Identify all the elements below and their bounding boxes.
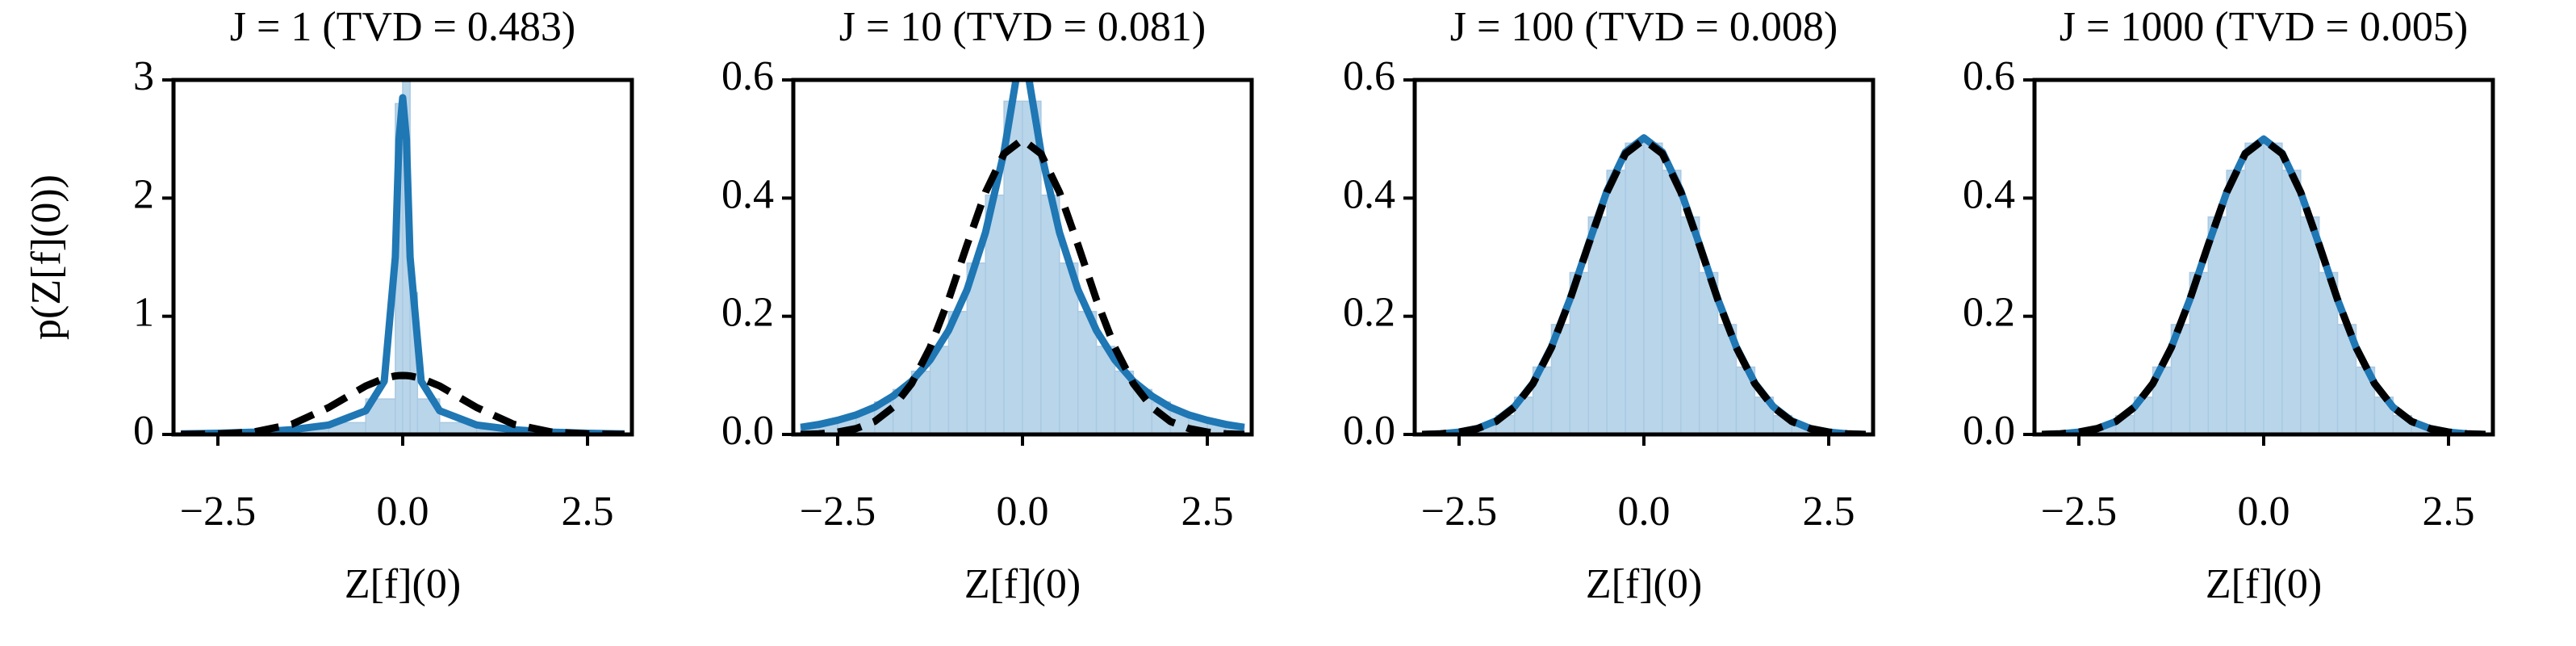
x-tick-label: −2.5 bbox=[2041, 489, 2117, 535]
reference-curve bbox=[1422, 136, 1866, 434]
x-axis-label: Z[f](0) bbox=[1586, 561, 1702, 607]
x-tick-label: −2.5 bbox=[180, 489, 256, 535]
x-tick-label: 0.0 bbox=[2238, 489, 2290, 535]
histogram-bar bbox=[2300, 216, 2320, 434]
histogram-bar bbox=[1680, 216, 1700, 434]
y-tick-label: 2 bbox=[133, 171, 154, 217]
y-axis-label: p(Z[f](0)) bbox=[23, 174, 69, 340]
x-tick-label: 0.0 bbox=[997, 489, 1049, 535]
x-tick-label: −2.5 bbox=[1421, 489, 1497, 535]
histogram-bar bbox=[1662, 170, 1682, 434]
histogram-bar bbox=[2244, 142, 2264, 434]
histogram-bar bbox=[1587, 216, 1608, 434]
histogram-bar bbox=[2207, 216, 2227, 434]
x-axis-label: Z[f](0) bbox=[2206, 561, 2322, 607]
histogram-bar bbox=[2281, 170, 2302, 434]
y-tick-label: 0.0 bbox=[721, 408, 774, 454]
plot-area bbox=[1421, 134, 1867, 434]
x-tick-label: −2.5 bbox=[800, 489, 876, 535]
x-tick-label: 2.5 bbox=[1803, 489, 1855, 535]
panel-title: J = 1 (TVD = 0.483) bbox=[230, 4, 575, 50]
panel-title: J = 10 (TVD = 0.081) bbox=[839, 4, 1206, 50]
y-tick-label: 0.2 bbox=[721, 290, 774, 336]
plot-area bbox=[2041, 135, 2486, 434]
y-tick-label: 0.2 bbox=[1343, 290, 1395, 336]
histogram-bar bbox=[1625, 142, 1645, 434]
x-tick-label: 2.5 bbox=[1181, 489, 1234, 535]
panel-title: J = 100 (TVD = 0.008) bbox=[1450, 4, 1838, 50]
density-curve bbox=[181, 94, 625, 434]
reference-curve bbox=[2042, 136, 2486, 434]
y-tick-label: 0.4 bbox=[1343, 171, 1395, 217]
panel-title: J = 1000 (TVD = 0.005) bbox=[2060, 4, 2468, 50]
plot-area bbox=[800, 80, 1245, 434]
density-curve bbox=[800, 80, 1245, 431]
y-tick-label: 0.2 bbox=[1963, 290, 2015, 336]
y-tick-label: 0 bbox=[133, 408, 154, 454]
y-tick-label: 0.6 bbox=[721, 53, 774, 99]
y-tick-label: 0.6 bbox=[1963, 53, 2015, 99]
x-tick-label: 2.5 bbox=[562, 489, 614, 535]
y-tick-label: 0.6 bbox=[1343, 53, 1395, 99]
x-axis-label: Z[f](0) bbox=[964, 561, 1081, 607]
x-tick-label: 2.5 bbox=[2423, 489, 2475, 535]
x-tick-label: 0.0 bbox=[377, 489, 429, 535]
y-tick-label: 0.0 bbox=[1343, 408, 1395, 454]
y-tick-label: 3 bbox=[133, 53, 154, 99]
histogram-bar bbox=[1606, 170, 1626, 434]
y-tick-label: 1 bbox=[133, 290, 154, 336]
x-axis-label: Z[f](0) bbox=[345, 561, 461, 607]
y-tick-label: 0.4 bbox=[1963, 171, 2015, 217]
y-tick-label: 0.0 bbox=[1963, 408, 2015, 454]
histogram-bar bbox=[2263, 142, 2283, 434]
histogram-bar bbox=[1643, 142, 1663, 434]
plot-area bbox=[180, 80, 625, 434]
reference-curve bbox=[181, 371, 625, 434]
reference-curve bbox=[801, 136, 1244, 434]
histogram-bar bbox=[2226, 170, 2246, 434]
x-tick-label: 0.0 bbox=[1618, 489, 1671, 535]
y-tick-label: 0.4 bbox=[721, 171, 774, 217]
